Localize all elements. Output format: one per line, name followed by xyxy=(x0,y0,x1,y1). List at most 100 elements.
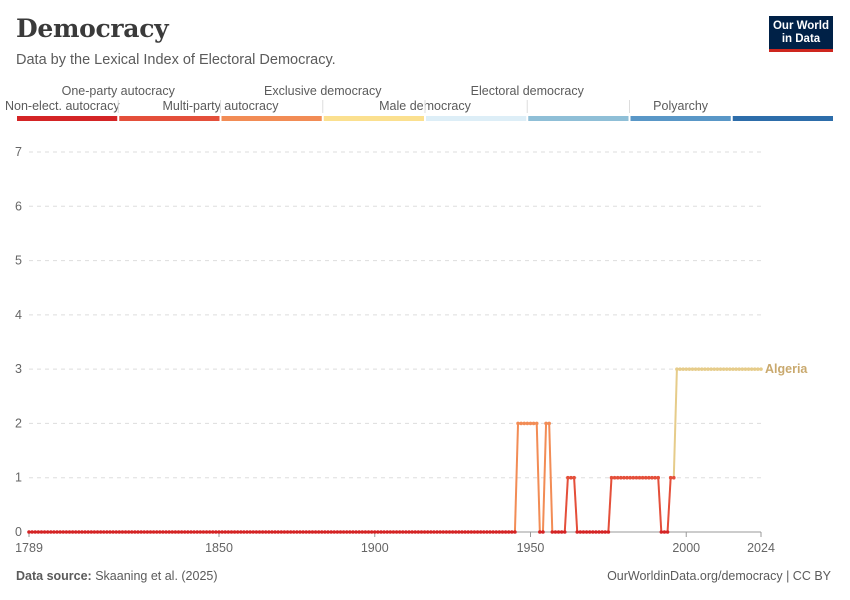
data-point xyxy=(257,530,262,534)
legend-label: Exclusive democracy xyxy=(264,84,382,98)
data-point xyxy=(214,530,218,534)
series-segment xyxy=(607,477,613,533)
data-point xyxy=(217,530,221,534)
data-point xyxy=(310,530,315,534)
data-point xyxy=(73,530,78,534)
data-point xyxy=(139,530,143,534)
data-point xyxy=(503,530,508,534)
data-point xyxy=(182,530,187,534)
y-tick-label: 4 xyxy=(15,308,22,322)
data-point xyxy=(737,367,741,371)
data-point xyxy=(609,475,614,480)
legend-swatch xyxy=(119,116,220,121)
data-point xyxy=(559,530,564,534)
data-point xyxy=(687,367,692,371)
data-point xyxy=(332,530,337,534)
data-point xyxy=(126,530,131,534)
data-point xyxy=(587,530,592,534)
source-url-link[interactable]: OurWorldinData.org/democracy | CC BY xyxy=(607,569,831,583)
data-point xyxy=(656,475,661,480)
data-point xyxy=(413,530,418,534)
data-point xyxy=(752,367,757,371)
data-point xyxy=(569,475,573,480)
data-point xyxy=(170,530,175,534)
data-point xyxy=(64,530,69,534)
data-point xyxy=(270,530,274,534)
y-axis: 0 1 2 3 4 5 6 7 xyxy=(15,145,22,539)
data-point xyxy=(653,475,657,480)
data-point xyxy=(488,530,492,534)
data-point xyxy=(382,530,386,534)
data-point xyxy=(351,530,355,534)
data-point xyxy=(179,530,184,534)
data-point xyxy=(712,367,717,371)
data-source: Data source: Skaaning et al. (2025) xyxy=(16,569,218,583)
data-point xyxy=(89,530,94,534)
x-tick-label: 1789 xyxy=(15,541,43,555)
data-point xyxy=(606,530,611,534)
data-point xyxy=(267,530,271,534)
data-point xyxy=(254,530,259,534)
data-point xyxy=(693,367,698,371)
data-point xyxy=(173,530,178,534)
y-tick-label: 5 xyxy=(15,254,22,268)
data-point xyxy=(176,530,181,534)
data-point xyxy=(628,475,632,480)
data-point xyxy=(416,530,421,534)
data-point xyxy=(481,530,486,534)
data-point xyxy=(36,530,41,534)
data-point xyxy=(453,530,458,534)
chart-title: Democracy xyxy=(16,14,169,43)
data-point xyxy=(562,530,567,534)
data-point xyxy=(584,530,589,534)
series-segment xyxy=(563,477,569,533)
data-point xyxy=(643,475,648,480)
data-point xyxy=(746,367,751,371)
data-point xyxy=(597,530,601,534)
data-point xyxy=(220,530,224,534)
series-segment xyxy=(666,477,672,533)
data-point xyxy=(164,530,168,534)
data-point xyxy=(117,530,122,534)
y-tick-label: 3 xyxy=(15,362,22,376)
data-point xyxy=(245,530,249,534)
data-point xyxy=(466,530,471,534)
owid-logo[interactable]: Our World in Data xyxy=(769,16,833,52)
data-point xyxy=(285,530,290,534)
data-point xyxy=(578,530,583,534)
y-tick-label: 6 xyxy=(15,199,22,213)
y-tick-label: 0 xyxy=(15,525,22,539)
data-point xyxy=(756,367,760,371)
data-point xyxy=(39,530,44,534)
data-point xyxy=(279,530,284,534)
logo-line-1: Our World xyxy=(772,20,829,32)
data-point xyxy=(304,530,309,534)
data-point xyxy=(575,530,580,534)
data-point xyxy=(709,367,713,371)
data-point xyxy=(67,530,72,534)
data-point xyxy=(631,475,636,480)
data-point xyxy=(58,530,62,534)
data-point xyxy=(338,530,343,534)
data-point xyxy=(678,367,682,371)
data-point xyxy=(447,530,452,534)
data-point xyxy=(544,421,548,426)
data-point xyxy=(341,530,346,534)
data-point xyxy=(388,530,393,534)
series-label: Algeria xyxy=(765,362,808,376)
data-point xyxy=(675,367,679,371)
data-point xyxy=(316,530,321,534)
data-point xyxy=(531,421,536,426)
data-point xyxy=(123,530,128,534)
data-point xyxy=(706,367,710,371)
gridlines xyxy=(29,151,761,533)
data-point xyxy=(195,530,200,534)
data-point xyxy=(637,475,642,480)
data-point xyxy=(70,530,75,534)
data-point xyxy=(142,530,147,534)
data-point xyxy=(534,421,539,426)
legend-label: Non-elect. autocracy xyxy=(5,99,120,113)
data-point xyxy=(86,530,90,534)
data-source-text: Skaaning et al. (2025) xyxy=(95,569,218,583)
data-point xyxy=(226,530,231,534)
